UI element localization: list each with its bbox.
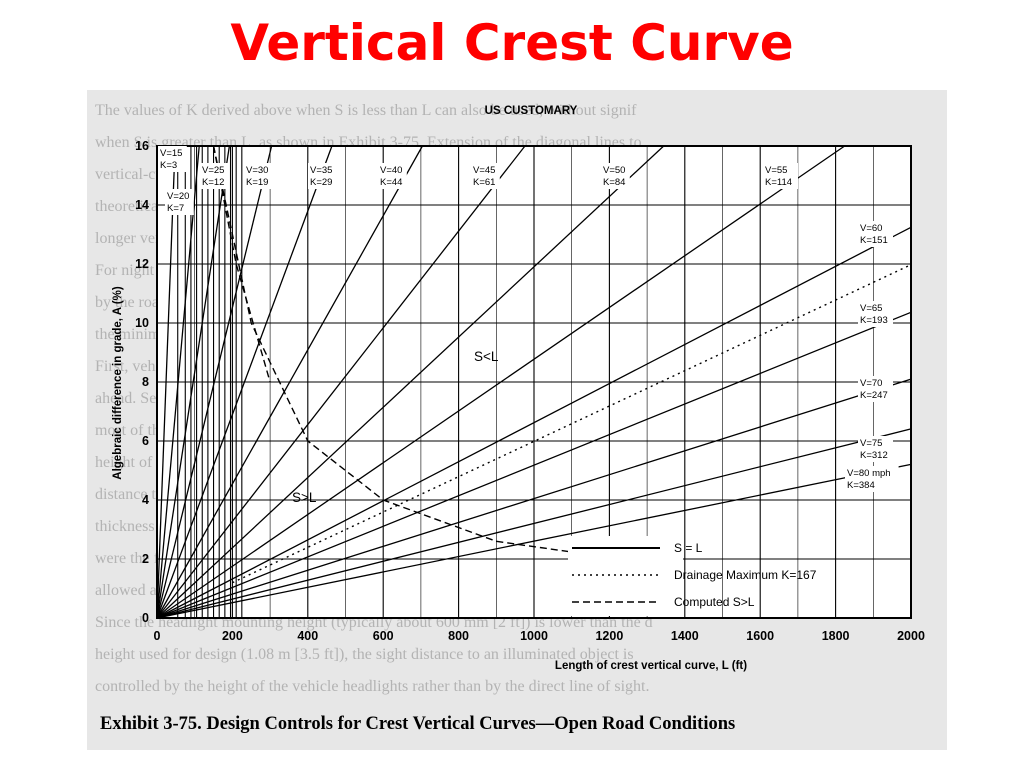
speed-label: V=20 bbox=[167, 191, 189, 202]
x-tick-label: 1600 bbox=[746, 629, 774, 643]
x-tick-label: 600 bbox=[373, 629, 394, 643]
chart-title: US CUSTOMARY bbox=[485, 105, 578, 117]
speed-line bbox=[156, 311, 912, 619]
speed-label-background bbox=[378, 163, 407, 189]
x-tick-label: 800 bbox=[448, 629, 469, 643]
legend-label-computed: Computed S>L bbox=[674, 595, 755, 609]
speed-label: V=15 bbox=[160, 148, 182, 159]
background-text-line: controlled by the height of the vehicle … bbox=[95, 678, 650, 695]
y-tick-label: 4 bbox=[142, 493, 149, 507]
speed-label-background bbox=[858, 376, 893, 402]
speed-label-background bbox=[858, 301, 893, 327]
speed-label-background bbox=[845, 466, 899, 492]
x-tick-label: 400 bbox=[297, 629, 318, 643]
speed-label-background bbox=[471, 163, 500, 189]
speed-line bbox=[156, 378, 912, 619]
y-tick-label: 0 bbox=[142, 611, 149, 625]
speed-label: V=25 bbox=[202, 165, 224, 176]
k-value-label: K=193 bbox=[860, 315, 888, 326]
speed-label: V=65 bbox=[860, 303, 882, 314]
y-tick-label: 14 bbox=[135, 198, 149, 212]
k-value-label: K=29 bbox=[310, 177, 332, 188]
speed-label-background bbox=[763, 163, 798, 189]
speed-line bbox=[156, 145, 200, 619]
speed-label-background bbox=[601, 163, 630, 189]
k-value-label: K=7 bbox=[167, 203, 184, 214]
speed-label: V=55 bbox=[765, 165, 787, 176]
speed-line bbox=[156, 428, 912, 619]
k-value-label: K=312 bbox=[860, 450, 888, 461]
speed-label-background bbox=[165, 189, 194, 215]
speed-label: V=30 bbox=[246, 165, 268, 176]
speed-line bbox=[156, 145, 176, 619]
computed-s-gt-l-curve bbox=[212, 145, 580, 554]
x-tick-label: 1400 bbox=[671, 629, 699, 643]
speed-line bbox=[156, 145, 333, 619]
k-value-label: K=84 bbox=[603, 177, 625, 188]
k-value-label: K=44 bbox=[380, 177, 402, 188]
x-axis-label: Length of crest vertical curve, L (ft) bbox=[555, 660, 747, 672]
speed-line bbox=[156, 463, 912, 619]
k-value-label: K=247 bbox=[860, 390, 888, 401]
y-tick-label: 2 bbox=[142, 552, 149, 566]
y-tick-label: 16 bbox=[135, 139, 149, 153]
legend-label-drainage: Drainage Maximum K=167 bbox=[674, 568, 817, 582]
speed-label: V=50 bbox=[603, 165, 625, 176]
k-value-label: K=12 bbox=[202, 177, 224, 188]
y-tick-label: 10 bbox=[135, 316, 149, 330]
k-value-label: K=151 bbox=[860, 235, 888, 246]
label-layer: 0 200 400 600 800 1000 1200 1400 1600 1800 2000 0 2 4… bbox=[135, 139, 925, 643]
speed-line bbox=[156, 145, 526, 619]
x-tick-label: 2000 bbox=[897, 629, 925, 643]
speed-label: V=45 bbox=[473, 165, 495, 176]
speed-line bbox=[156, 145, 846, 619]
slide-title: Vertical Crest Curve bbox=[230, 14, 794, 72]
x-tick-label: 1800 bbox=[822, 629, 850, 643]
speed-label: V=80 mph bbox=[847, 468, 891, 479]
x-tick-label: 1000 bbox=[520, 629, 548, 643]
k-value-label: K=114 bbox=[765, 177, 792, 188]
y-tick-label: 6 bbox=[142, 434, 149, 448]
exhibit-caption: Exhibit 3-75. Design Controls for Crest … bbox=[100, 714, 736, 734]
speed-label-background bbox=[200, 163, 229, 189]
background-text-line: height used for design (1.08 m [3.5 ft])… bbox=[95, 646, 634, 663]
speed-line bbox=[156, 145, 273, 619]
speed-label: V=60 bbox=[860, 223, 882, 234]
region-label-s-less-l: S<L bbox=[474, 349, 499, 364]
speed-line bbox=[156, 226, 912, 619]
background-text-line: The values of K derived above when S is … bbox=[95, 102, 637, 119]
computed-s-gt-l-curve-secondary bbox=[212, 145, 271, 383]
speed-line bbox=[156, 145, 665, 619]
k-value-label: K=384 bbox=[847, 480, 875, 491]
speed-label-background bbox=[858, 221, 893, 247]
speed-label-background bbox=[308, 163, 337, 189]
region-label-s-greater-l: S>L bbox=[292, 490, 317, 505]
drainage-maximum-line bbox=[232, 264, 912, 584]
series-layer bbox=[156, 145, 912, 619]
k-value-label: K=61 bbox=[473, 177, 495, 188]
x-tick-label: 1200 bbox=[595, 629, 623, 643]
legend: S = L Drainage Maximum K=167 Computed S>… bbox=[568, 536, 817, 616]
speed-line bbox=[156, 145, 423, 619]
grid-layer bbox=[156, 145, 912, 619]
x-tick-label: 200 bbox=[222, 629, 243, 643]
k-value-label: K=19 bbox=[246, 177, 268, 188]
k-value-label: K=3 bbox=[160, 160, 177, 171]
legend-label-s-eq-l: S = L bbox=[674, 541, 703, 555]
y-tick-label: 8 bbox=[142, 375, 149, 389]
x-tick-label: 0 bbox=[154, 629, 161, 643]
speed-line bbox=[156, 145, 231, 619]
speed-label-background bbox=[158, 146, 187, 172]
y-tick-label: 12 bbox=[135, 257, 149, 271]
speed-label: V=75 bbox=[860, 438, 882, 449]
speed-label: V=35 bbox=[310, 165, 332, 176]
crest-curve-chart: 0 200 400 600 800 1000 1200 1400 1600 1800 2000 0 2 4… bbox=[112, 105, 925, 672]
speed-label-background bbox=[858, 436, 893, 462]
speed-label: V=70 bbox=[860, 378, 882, 389]
speed-label: V=40 bbox=[380, 165, 402, 176]
y-axis-label: Algebraic difference in grade, A (%) bbox=[112, 286, 124, 480]
speed-label-background bbox=[244, 163, 273, 189]
